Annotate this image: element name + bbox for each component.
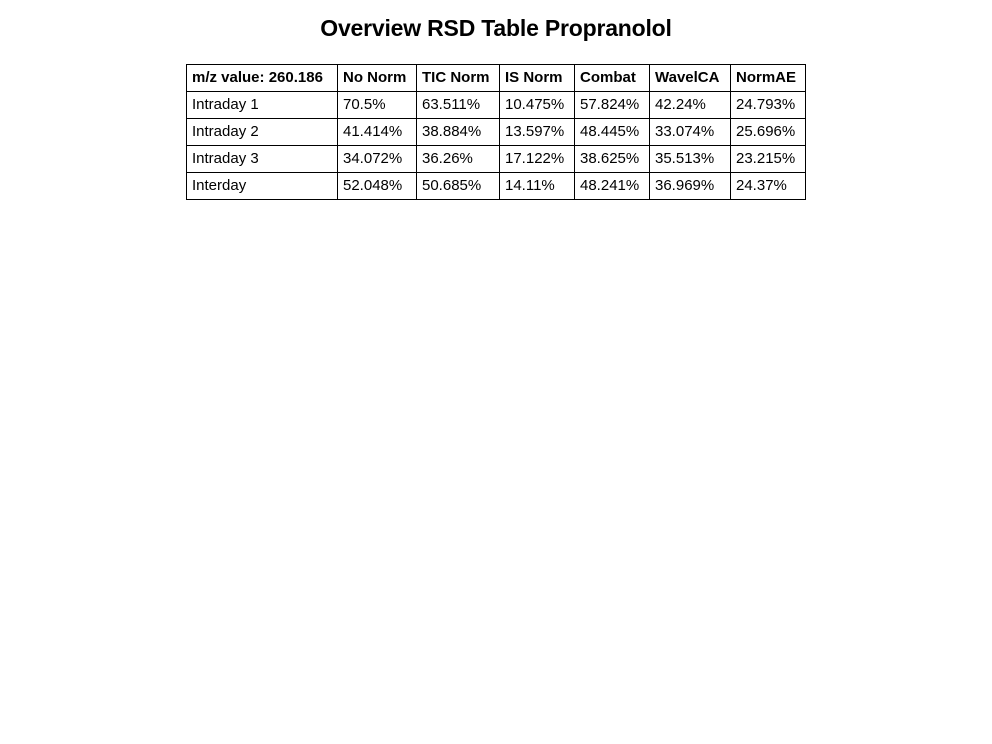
value-cell: 35.513% (649, 145, 731, 173)
header-cell: Combat (574, 64, 650, 92)
row-label-cell: Intraday 3 (186, 145, 338, 173)
value-cell: 63.511% (416, 91, 500, 119)
value-cell: 48.445% (574, 118, 650, 146)
header-cell: WavelCA (649, 64, 731, 92)
value-cell: 36.26% (416, 145, 500, 173)
value-cell: 36.969% (649, 172, 731, 200)
row-label-cell: Intraday 2 (186, 118, 338, 146)
row-label-cell: Interday (186, 172, 338, 200)
table-row: Intraday 1 70.5% 63.511% 10.475% 57.824%… (186, 91, 806, 119)
value-cell: 23.215% (730, 145, 806, 173)
value-cell: 42.24% (649, 91, 731, 119)
value-cell: 34.072% (337, 145, 417, 173)
page-title: Overview RSD Table Propranolol (320, 15, 672, 41)
row-label-cell: Intraday 1 (186, 91, 338, 119)
value-cell: 50.685% (416, 172, 500, 200)
rsd-table: m/z value: 260.186 No Norm TIC Norm IS N… (186, 64, 806, 200)
value-cell: 33.074% (649, 118, 731, 146)
value-cell: 13.597% (499, 118, 575, 146)
value-cell: 41.414% (337, 118, 417, 146)
value-cell: 57.824% (574, 91, 650, 119)
value-cell: 70.5% (337, 91, 417, 119)
header-cell: No Norm (337, 64, 417, 92)
table-row: Intraday 3 34.072% 36.26% 17.122% 38.625… (186, 145, 806, 173)
header-cell: IS Norm (499, 64, 575, 92)
value-cell: 17.122% (499, 145, 575, 173)
table-body: Intraday 1 70.5% 63.511% 10.475% 57.824%… (186, 91, 806, 200)
header-cell: m/z value: 260.186 (186, 64, 338, 92)
table-header: m/z value: 260.186 No Norm TIC Norm IS N… (186, 64, 806, 92)
header-row: m/z value: 260.186 No Norm TIC Norm IS N… (186, 64, 806, 92)
header-cell: TIC Norm (416, 64, 500, 92)
table-row: Interday 52.048% 50.685% 14.11% 48.241% … (186, 172, 806, 200)
value-cell: 24.793% (730, 91, 806, 119)
value-cell: 10.475% (499, 91, 575, 119)
value-cell: 25.696% (730, 118, 806, 146)
value-cell: 14.11% (499, 172, 575, 200)
header-cell: NormAE (730, 64, 806, 92)
value-cell: 48.241% (574, 172, 650, 200)
table-row: Intraday 2 41.414% 38.884% 13.597% 48.44… (186, 118, 806, 146)
value-cell: 52.048% (337, 172, 417, 200)
value-cell: 38.884% (416, 118, 500, 146)
value-cell: 24.37% (730, 172, 806, 200)
value-cell: 38.625% (574, 145, 650, 173)
